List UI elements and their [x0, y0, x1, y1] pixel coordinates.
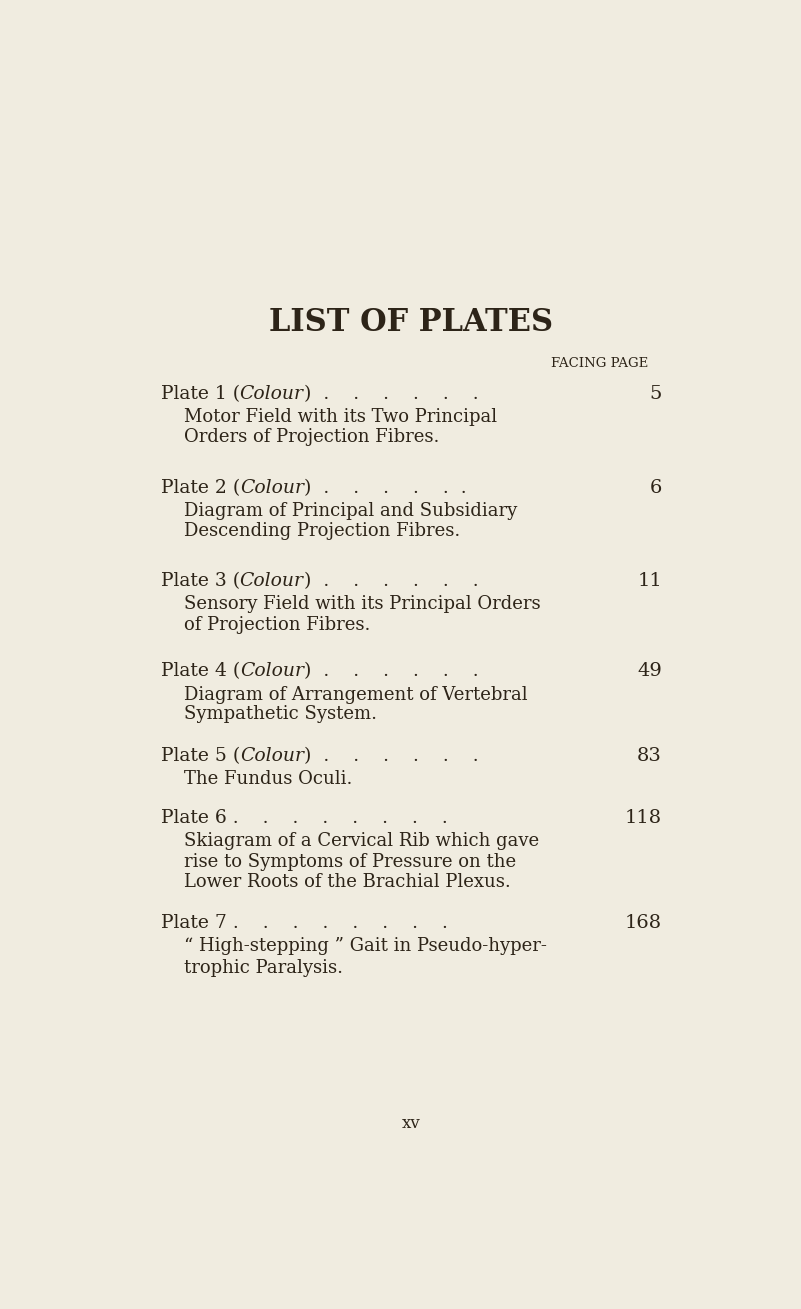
Text: Motor Field with its Two Principal: Motor Field with its Two Principal — [183, 408, 497, 427]
Text: Diagram of Principal and Subsidiary: Diagram of Principal and Subsidiary — [183, 503, 517, 520]
Text: )  .    .    .    .    .    .: ) . . . . . . — [304, 747, 478, 766]
Text: 168: 168 — [625, 914, 662, 932]
Text: Plate 1 (: Plate 1 ( — [160, 385, 239, 403]
Text: Colour: Colour — [239, 747, 304, 766]
Text: The Fundus Oculi.: The Fundus Oculi. — [183, 770, 352, 788]
Text: Colour: Colour — [239, 479, 304, 497]
Text: FACING PAGE: FACING PAGE — [551, 357, 649, 370]
Text: Orders of Projection Fibres.: Orders of Projection Fibres. — [183, 428, 439, 445]
Text: Plate 5 (: Plate 5 ( — [160, 747, 239, 766]
Text: Descending Projection Fibres.: Descending Projection Fibres. — [183, 521, 460, 539]
Text: Plate 6 .    .    .    .    .    .    .    .: Plate 6 . . . . . . . . — [160, 809, 447, 827]
Text: Plate 7 .    .    .    .    .    .    .    .: Plate 7 . . . . . . . . — [160, 914, 448, 932]
Text: 11: 11 — [638, 572, 662, 589]
Text: Sensory Field with its Principal Orders: Sensory Field with its Principal Orders — [183, 594, 541, 613]
Text: of Projection Fibres.: of Projection Fibres. — [183, 617, 370, 635]
Text: Lower Roots of the Brachial Plexus.: Lower Roots of the Brachial Plexus. — [183, 873, 510, 891]
Text: )  .    .    .    .    .    .: ) . . . . . . — [304, 385, 478, 403]
Text: 118: 118 — [625, 809, 662, 827]
Text: trophic Paralysis.: trophic Paralysis. — [183, 959, 343, 977]
Text: Sympathetic System.: Sympathetic System. — [183, 704, 376, 723]
Text: 5: 5 — [650, 385, 662, 403]
Text: Plate 3 (: Plate 3 ( — [160, 572, 239, 589]
Text: LIST OF PLATES: LIST OF PLATES — [269, 308, 553, 338]
Text: 49: 49 — [637, 662, 662, 681]
Text: Colour: Colour — [239, 572, 304, 589]
Text: 6: 6 — [650, 479, 662, 497]
Text: xv: xv — [401, 1115, 421, 1132]
Text: Colour: Colour — [239, 385, 304, 403]
Text: )  .    .    .    .    .    .: ) . . . . . . — [304, 572, 478, 589]
Text: )  .    .    .    .    .  .: ) . . . . . . — [304, 479, 466, 497]
Text: Plate 4 (: Plate 4 ( — [160, 662, 239, 681]
Text: Plate 2 (: Plate 2 ( — [160, 479, 239, 497]
Text: 83: 83 — [637, 747, 662, 766]
Text: “ High-stepping ” Gait in Pseudo-hyper-: “ High-stepping ” Gait in Pseudo-hyper- — [183, 937, 547, 956]
Text: Skiagram of a Cervical Rib which gave: Skiagram of a Cervical Rib which gave — [183, 831, 539, 850]
Text: Diagram of Arrangement of Vertebral: Diagram of Arrangement of Vertebral — [183, 686, 527, 703]
Text: )  .    .    .    .    .    .: ) . . . . . . — [304, 662, 478, 681]
Text: Colour: Colour — [239, 662, 304, 681]
Text: rise to Symptoms of Pressure on the: rise to Symptoms of Pressure on the — [183, 853, 516, 872]
